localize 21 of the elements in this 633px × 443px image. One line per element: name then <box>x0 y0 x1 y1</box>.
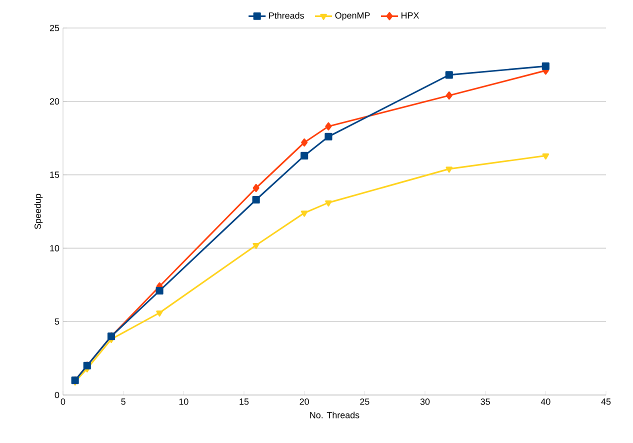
x-tick-label: 0 <box>60 398 66 405</box>
x-tick-label: 45 <box>601 398 611 405</box>
y-tick-label: 25 <box>50 24 60 32</box>
x-tick-label: 5 <box>121 398 126 405</box>
legend-label: OpenMP <box>335 12 370 20</box>
y-tick-label: 15 <box>50 172 60 178</box>
x-tick-label: 20 <box>300 398 309 405</box>
x-tick-label: 15 <box>240 398 249 405</box>
legend-label: Pthreads <box>269 12 304 19</box>
x-tick-label: 40 <box>540 398 550 405</box>
x-tick-label: 25 <box>360 398 370 405</box>
y-tick-label: 20 <box>50 98 60 105</box>
legend-label: HPX <box>402 12 420 18</box>
x-tick-label: 35 <box>480 398 490 405</box>
y-tick-label: 5 <box>54 318 60 325</box>
x-tick-label: 30 <box>420 398 430 405</box>
x-tick-label: 10 <box>179 398 188 405</box>
y-tick-label: 10 <box>50 245 60 252</box>
x-axis-title: No. Threads <box>310 412 360 418</box>
y-axis-title: Speedup <box>34 194 43 230</box>
y-tick-label: 0 <box>54 392 60 398</box>
